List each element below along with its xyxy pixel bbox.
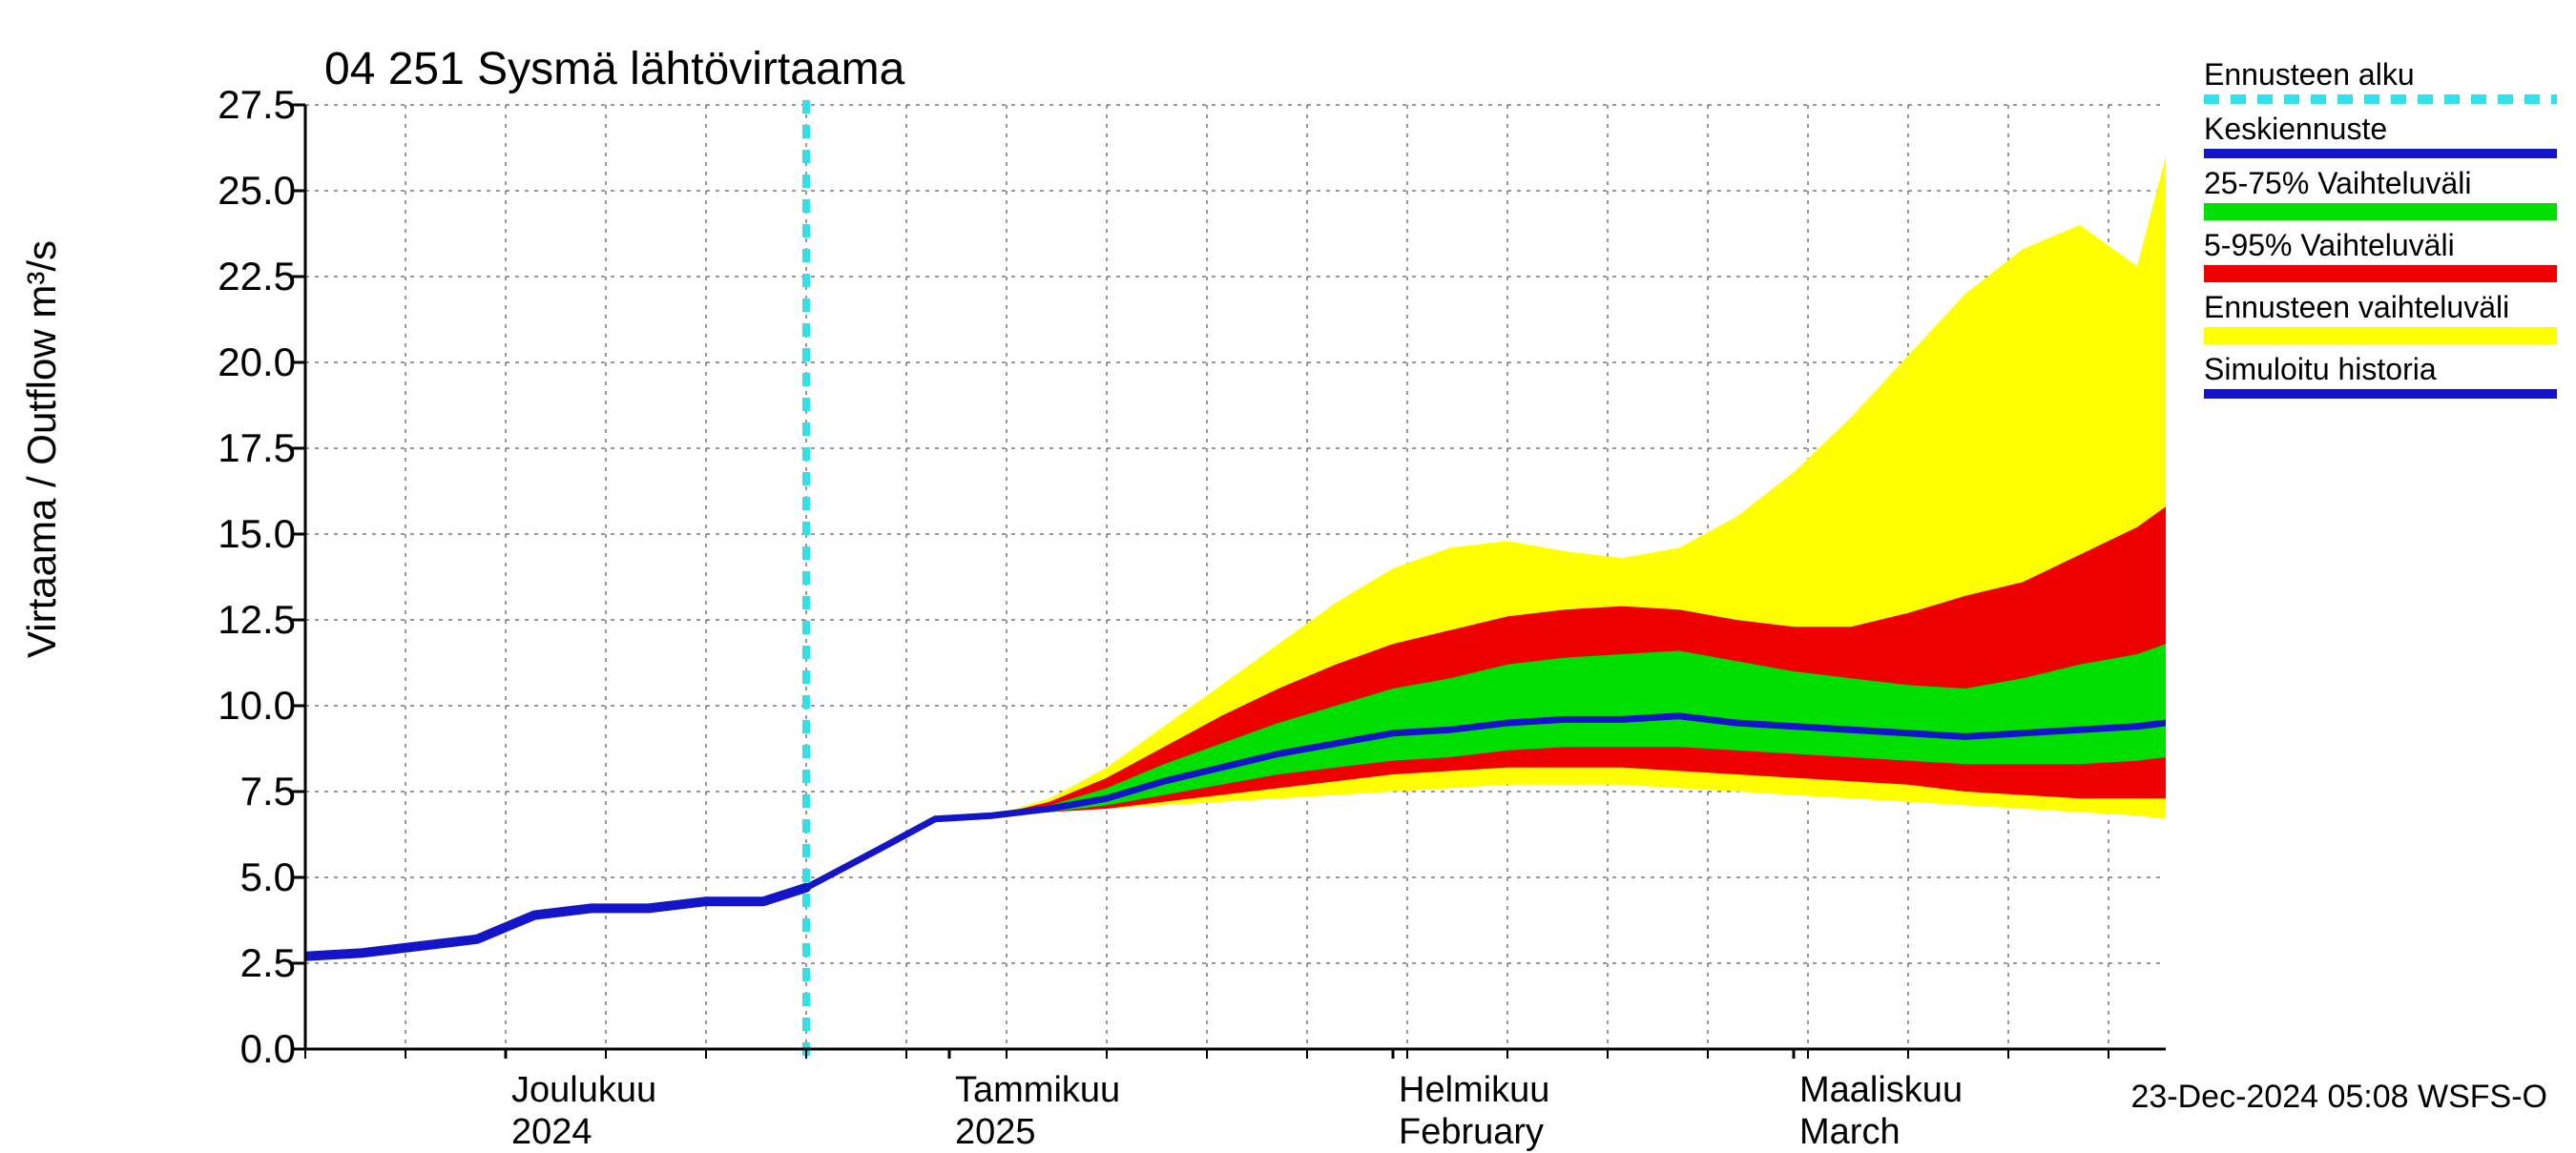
legend-label: Simuloitu historia [2204, 352, 2557, 387]
x-tick-label-line2: February [1399, 1112, 1544, 1153]
legend-label: 25-75% Vaihteluväli [2204, 166, 2557, 201]
y-tick-label: 25.0 [218, 168, 296, 214]
legend-item: Ennusteen alku [2204, 57, 2557, 104]
chart-stage: 04 251 Sysmä lähtövirtaama Virtaama / Ou… [0, 0, 2576, 1144]
y-tick-label: 15.0 [218, 511, 296, 557]
y-tick-label: 17.5 [218, 425, 296, 471]
legend-label: Keskiennuste [2204, 112, 2557, 147]
legend-swatch [2204, 265, 2557, 282]
y-tick-label: 5.0 [240, 854, 296, 900]
legend-swatch [2204, 94, 2557, 104]
y-tick-label: 0.0 [240, 1026, 296, 1072]
legend-item: Simuloitu historia [2204, 352, 2557, 399]
y-tick-label: 12.5 [218, 597, 296, 643]
x-tick-label-line1: Maaliskuu [1799, 1070, 1963, 1111]
plot-svg [0, 0, 2175, 1059]
y-tick-label: 2.5 [240, 940, 296, 986]
y-tick-label: 7.5 [240, 769, 296, 814]
x-tick-label-line2: March [1799, 1112, 1901, 1153]
legend-swatch [2204, 327, 2557, 344]
legend-swatch [2204, 149, 2557, 158]
legend-item: 25-75% Vaihteluväli [2204, 166, 2557, 220]
x-tick-label-line1: Tammikuu [955, 1070, 1120, 1111]
y-tick-label: 27.5 [218, 82, 296, 128]
x-tick-label-line1: Helmikuu [1399, 1070, 1549, 1111]
x-tick-label-line2: 2024 [511, 1112, 592, 1153]
timestamp-footer: 23-Dec-2024 05:08 WSFS-O [2130, 1079, 2547, 1116]
legend-label: Ennusteen alku [2204, 57, 2557, 93]
y-tick-label: 10.0 [218, 683, 296, 729]
legend-label: Ennusteen vaihteluväli [2204, 290, 2557, 325]
legend-swatch [2204, 389, 2557, 399]
y-tick-label: 20.0 [218, 340, 296, 385]
legend: Ennusteen alku Keskiennuste 25-75% Vaihtel… [2204, 57, 2557, 406]
y-tick-label: 22.5 [218, 254, 296, 299]
x-tick-label-line1: Joulukuu [511, 1070, 656, 1111]
legend-label: 5-95% Vaihteluväli [2204, 228, 2557, 263]
legend-item: Keskiennuste [2204, 112, 2557, 158]
legend-swatch [2204, 203, 2557, 220]
legend-item: Ennusteen vaihteluväli [2204, 290, 2557, 344]
x-tick-label-line2: 2025 [955, 1112, 1036, 1153]
legend-item: 5-95% Vaihteluväli [2204, 228, 2557, 282]
